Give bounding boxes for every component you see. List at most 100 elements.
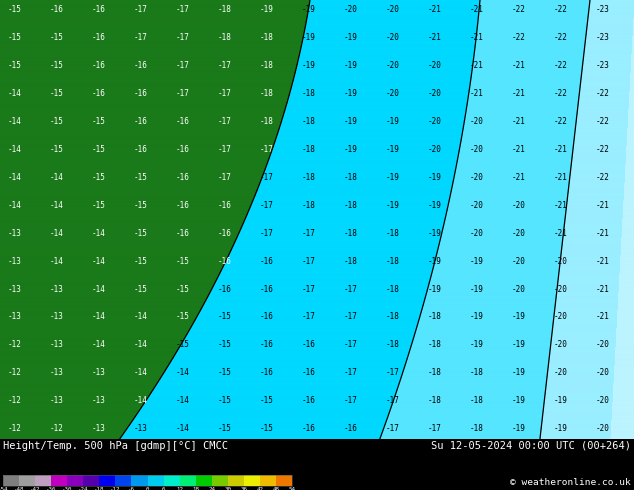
Text: -18: -18: [260, 89, 274, 98]
Text: -22: -22: [554, 33, 568, 42]
Text: -19: -19: [344, 33, 358, 42]
Text: -20: -20: [470, 201, 484, 210]
Text: -17: -17: [176, 33, 190, 42]
Text: -16: -16: [260, 368, 274, 377]
Bar: [148, 475, 164, 486]
Text: -13: -13: [8, 257, 22, 266]
Text: -19: -19: [302, 5, 316, 15]
Text: -17: -17: [386, 368, 400, 377]
Text: -12: -12: [8, 396, 22, 405]
Text: -20: -20: [344, 5, 358, 15]
Text: -18: -18: [344, 173, 358, 182]
Text: -20: -20: [554, 341, 568, 349]
Text: -14: -14: [92, 313, 106, 321]
Text: -16: -16: [176, 201, 190, 210]
Text: -15: -15: [176, 341, 190, 349]
Text: -21: -21: [596, 229, 610, 238]
Text: 30: 30: [224, 487, 231, 490]
Text: -16: -16: [260, 341, 274, 349]
Text: -20: -20: [554, 257, 568, 266]
Text: -15: -15: [260, 424, 274, 433]
Text: -15: -15: [218, 424, 232, 433]
Text: -17: -17: [344, 313, 358, 321]
Text: -14: -14: [134, 396, 148, 405]
Text: 18: 18: [192, 487, 199, 490]
Text: -20: -20: [428, 89, 442, 98]
Text: -20: -20: [512, 285, 526, 294]
Text: -15: -15: [134, 285, 148, 294]
Bar: [196, 475, 212, 486]
Text: -16: -16: [134, 145, 148, 154]
Text: -22: -22: [596, 117, 610, 126]
Text: -14: -14: [176, 396, 190, 405]
Bar: [35, 475, 51, 486]
Text: -20: -20: [386, 61, 400, 70]
Text: -21: -21: [554, 145, 568, 154]
Text: -19: -19: [554, 424, 568, 433]
Text: -13: -13: [50, 313, 64, 321]
Bar: [212, 475, 228, 486]
Text: -15: -15: [92, 201, 106, 210]
Text: 54: 54: [288, 487, 295, 490]
Text: -18: -18: [344, 229, 358, 238]
Text: -17: -17: [218, 89, 232, 98]
Text: -23: -23: [596, 61, 610, 70]
Text: -16: -16: [176, 173, 190, 182]
Text: -20: -20: [386, 33, 400, 42]
Text: 48: 48: [273, 487, 280, 490]
Text: -16: -16: [260, 313, 274, 321]
Bar: [100, 475, 115, 486]
Text: -30: -30: [62, 487, 72, 490]
Text: -19: -19: [302, 61, 316, 70]
Text: -20: -20: [470, 145, 484, 154]
Text: -18: -18: [428, 396, 442, 405]
Text: -14: -14: [92, 257, 106, 266]
Text: -20: -20: [596, 341, 610, 349]
Text: -14: -14: [8, 117, 22, 126]
Text: -16: -16: [218, 201, 232, 210]
Text: -18: -18: [218, 5, 232, 15]
Text: -18: -18: [344, 257, 358, 266]
Text: -18: -18: [260, 33, 274, 42]
Text: -15: -15: [134, 257, 148, 266]
Text: -17: -17: [344, 396, 358, 405]
Text: -22: -22: [554, 89, 568, 98]
Text: -6: -6: [128, 487, 135, 490]
Text: 6: 6: [162, 487, 165, 490]
Text: -18: -18: [260, 117, 274, 126]
Text: -17: -17: [302, 313, 316, 321]
Text: -20: -20: [428, 61, 442, 70]
Text: -16: -16: [218, 257, 232, 266]
Text: -16: -16: [260, 257, 274, 266]
Text: -20: -20: [386, 89, 400, 98]
Text: -16: -16: [344, 424, 358, 433]
Text: -15: -15: [218, 313, 232, 321]
Text: -14: -14: [92, 285, 106, 294]
Text: -21: -21: [596, 285, 610, 294]
Bar: [3, 475, 292, 486]
Text: -20: -20: [470, 173, 484, 182]
Text: -16: -16: [302, 368, 316, 377]
Text: -17: -17: [176, 89, 190, 98]
Text: -16: -16: [92, 89, 106, 98]
Text: -15: -15: [176, 285, 190, 294]
Text: -17: -17: [302, 285, 316, 294]
Text: -17: -17: [134, 33, 148, 42]
Text: -16: -16: [176, 117, 190, 126]
Text: -18: -18: [94, 487, 105, 490]
Text: -15: -15: [8, 33, 22, 42]
Text: -36: -36: [46, 487, 56, 490]
Text: -13: -13: [50, 368, 64, 377]
Text: -17: -17: [260, 201, 274, 210]
Bar: [228, 475, 244, 486]
Text: -19: -19: [386, 173, 400, 182]
Text: -20: -20: [596, 424, 610, 433]
Text: -20: -20: [596, 396, 610, 405]
Text: -21: -21: [554, 201, 568, 210]
Text: -18: -18: [386, 257, 400, 266]
Text: -18: -18: [260, 61, 274, 70]
Text: -18: -18: [302, 89, 316, 98]
Text: -22: -22: [512, 33, 526, 42]
Text: -20: -20: [428, 117, 442, 126]
Text: -14: -14: [50, 173, 64, 182]
